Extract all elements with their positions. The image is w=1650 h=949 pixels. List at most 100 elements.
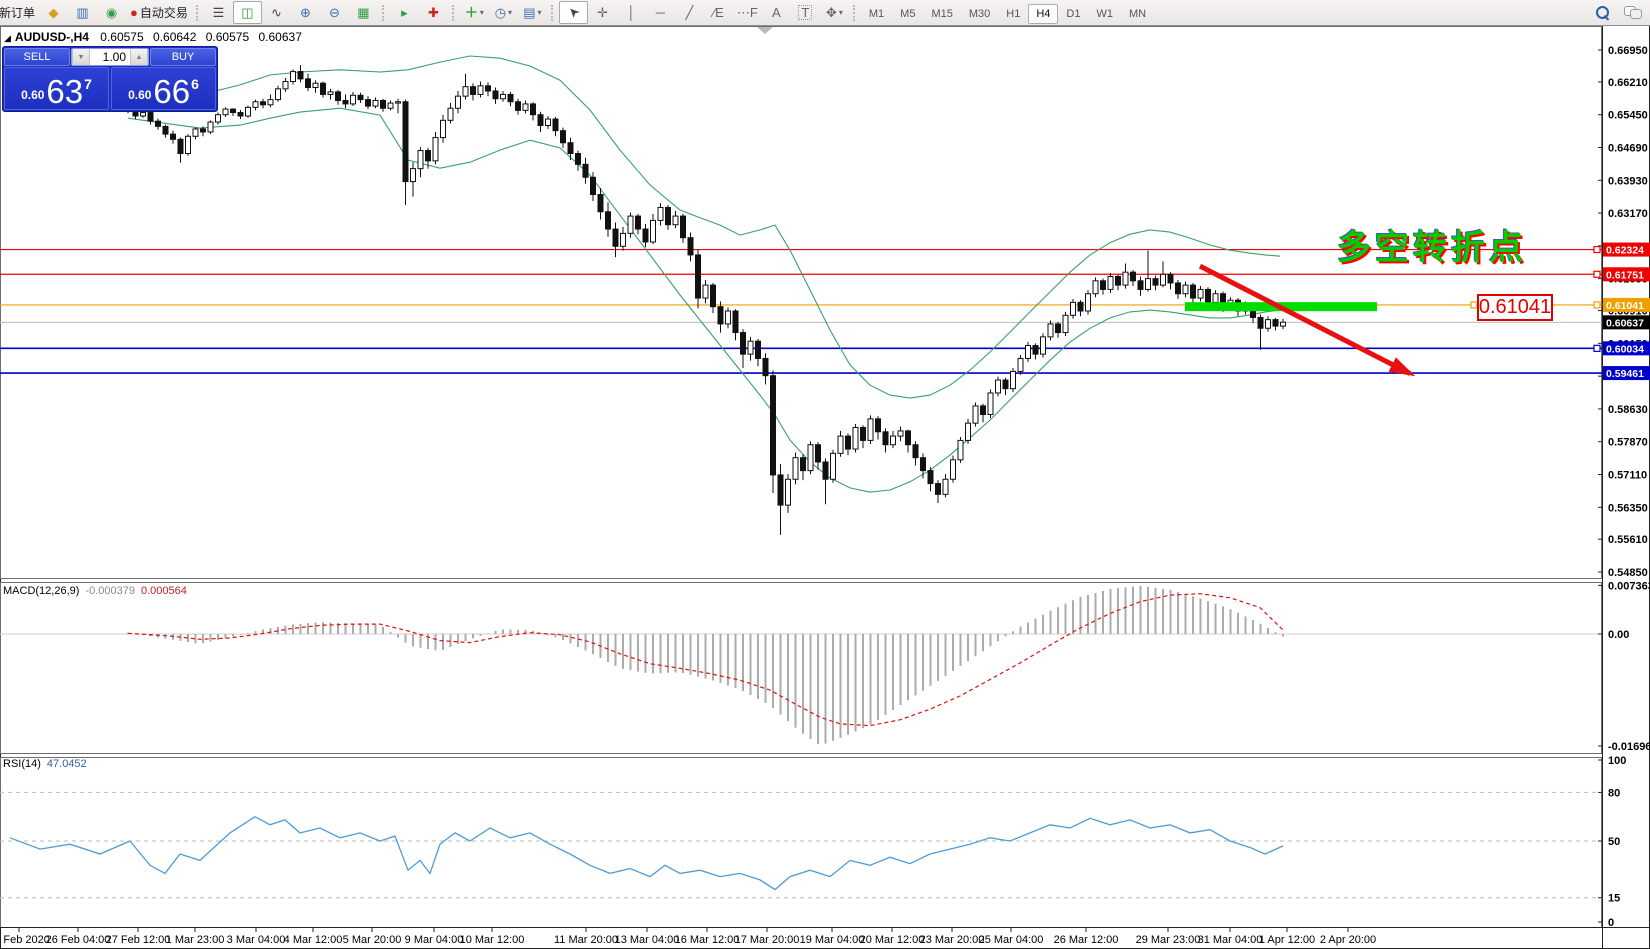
timeframe-w1[interactable]: W1: [1096, 7, 1113, 20]
buy-price-button[interactable]: 0.60 66 6: [111, 67, 216, 110]
fibonacci-icon[interactable]: ⋯F: [736, 5, 758, 20]
timeframe-m1[interactable]: M1: [868, 7, 885, 20]
one-click-trading-panel: SELL ▼ 1.00 ▲ BUY 0.60 63 7 0.60 66 6: [2, 46, 218, 112]
tile-windows-icon[interactable]: ▦: [357, 5, 370, 20]
price-level-label[interactable]: 0.61041: [1477, 294, 1553, 321]
object-anchor: [1593, 301, 1601, 309]
candle-body: [567, 142, 574, 155]
main-toolbar: 新订单 ◆ ▥ ◉ ● 自动交易 ☰ ◫ ∿ ⊕ ⊖ ▦ ▸ ✚ ＋ ▾ ◷ ▾ ▤…: [0, 0, 1650, 26]
svg-text:23 Mar 20:00: 23 Mar 20:00: [920, 934, 985, 946]
candle-body: [1122, 271, 1129, 286]
candle-body: [342, 99, 349, 105]
candle-body: [1182, 284, 1189, 295]
chat-icon[interactable]: [1624, 6, 1642, 19]
candle-body: [327, 91, 334, 95]
vertical-line-icon[interactable]: │: [627, 5, 636, 20]
candle-body: [260, 101, 266, 106]
timeframe-mn[interactable]: MN: [1128, 7, 1147, 20]
crosshair-icon[interactable]: ✛: [596, 5, 608, 20]
svg-text:27 Feb 12:00: 27 Feb 12:00: [106, 934, 171, 946]
timeframe-m30[interactable]: M30: [968, 7, 991, 20]
bar-chart-icon[interactable]: ☰: [212, 5, 225, 20]
svg-text:0.57870: 0.57870: [1608, 437, 1648, 449]
candle-body: [1010, 370, 1016, 390]
svg-text:0.007363: 0.007363: [1608, 580, 1650, 592]
candle-body: [695, 254, 701, 299]
timeframe-m15[interactable]: M15: [931, 7, 953, 20]
indicators-icon[interactable]: ＋ ▾: [464, 5, 484, 20]
cursor-icon[interactable]: ➤: [558, 1, 588, 24]
candle-body: [612, 228, 619, 247]
svg-text:26 Feb 04:00: 26 Feb 04:00: [46, 934, 111, 946]
equidistant-channel-icon[interactable]: ∕E: [712, 5, 724, 20]
candle-body: [477, 85, 484, 95]
candle-body: [1152, 278, 1159, 286]
macd-label: MACD(12,26,9) -0.000379 0.000564: [3, 585, 187, 597]
timeframe-h4[interactable]: H4: [1028, 3, 1059, 24]
buy-price-pip: 6: [191, 76, 199, 92]
arrows-icon[interactable]: ✥ ▾: [825, 5, 843, 20]
candle-body: [1047, 323, 1054, 338]
svg-text:0.66950: 0.66950: [1608, 45, 1648, 57]
candle-body: [1272, 319, 1279, 327]
autotrading-button[interactable]: ● 自动交易: [130, 5, 188, 20]
volume-decrease-button[interactable]: ▼: [72, 49, 90, 65]
axis-badge: [1603, 315, 1650, 330]
candle-body: [635, 215, 641, 230]
symbol-period: AUDUSD-,H4: [14, 30, 89, 44]
auto-scroll-icon[interactable]: ▸: [401, 5, 408, 20]
templates-icon[interactable]: ▤ ▾: [523, 5, 542, 20]
sell-price-button[interactable]: 0.60 63 7: [4, 67, 109, 110]
svg-text:50: 50: [1608, 836, 1620, 848]
text-label-icon[interactable]: T: [791, 1, 820, 24]
volume-input[interactable]: 1.00: [102, 50, 126, 64]
chart-shift-marker: [757, 27, 773, 34]
search-icon[interactable]: [1596, 5, 1610, 21]
gold-icon[interactable]: ◆: [48, 5, 59, 20]
candle-body: [530, 103, 536, 116]
timeframe-d1[interactable]: D1: [1066, 7, 1081, 20]
periods-icon[interactable]: ◷ ▾: [494, 5, 513, 20]
candle-body: [597, 194, 604, 213]
candle-body: [657, 206, 664, 221]
candlestick-chart-icon[interactable]: ◫: [232, 1, 262, 24]
candle-body: [972, 405, 979, 424]
ohlc-high: 0.60642: [153, 30, 197, 44]
svg-text:0.61751: 0.61751: [1606, 269, 1644, 281]
candle-body: [222, 108, 229, 116]
candle-body: [177, 138, 184, 155]
candle-body: [875, 418, 881, 433]
zoom-out-icon[interactable]: ⊖: [328, 5, 340, 20]
object-anchor: [1593, 245, 1601, 254]
buy-button[interactable]: BUY: [150, 48, 216, 66]
new-order-button[interactable]: 新订单: [0, 6, 36, 20]
volume-increase-button[interactable]: ▲: [130, 49, 148, 65]
sell-button[interactable]: SELL: [4, 48, 70, 66]
signals-icon[interactable]: ◉: [105, 5, 118, 20]
macd-axis: 0.007363 0.00 -0.01696: [1598, 580, 1650, 753]
text-icon[interactable]: A: [772, 5, 781, 20]
candle-body: [192, 128, 199, 137]
toolbar-grip: [195, 4, 200, 21]
terminal-icon[interactable]: ▥: [76, 5, 89, 20]
horizontal-levels: [0, 248, 1602, 374]
timeframe-m5[interactable]: M5: [900, 7, 916, 20]
turning-point-annotation[interactable]: 多空转折点: [1337, 229, 1527, 267]
candle-body: [470, 86, 476, 95]
timeframe-h1[interactable]: H1: [1006, 7, 1021, 20]
zoom-in-icon[interactable]: ⊕: [299, 5, 311, 20]
line-chart-icon[interactable]: ∿: [270, 5, 282, 20]
candle-body: [1025, 345, 1031, 359]
horizontal-line-icon[interactable]: ─: [655, 5, 665, 20]
candle-body: [755, 340, 761, 359]
sell-price-prefix: 0.60: [21, 88, 45, 102]
svg-text:19 Mar 04:00: 19 Mar 04:00: [800, 934, 865, 946]
trendline-icon[interactable]: ╱: [685, 5, 694, 20]
candle-body: [725, 310, 731, 325]
candle-body: [522, 103, 529, 111]
candle-body: [732, 310, 739, 334]
svg-text:1 Mar 23:00: 1 Mar 23:00: [166, 934, 225, 946]
chart-shift-icon[interactable]: ✚: [427, 5, 439, 20]
candle-body: [800, 457, 806, 472]
